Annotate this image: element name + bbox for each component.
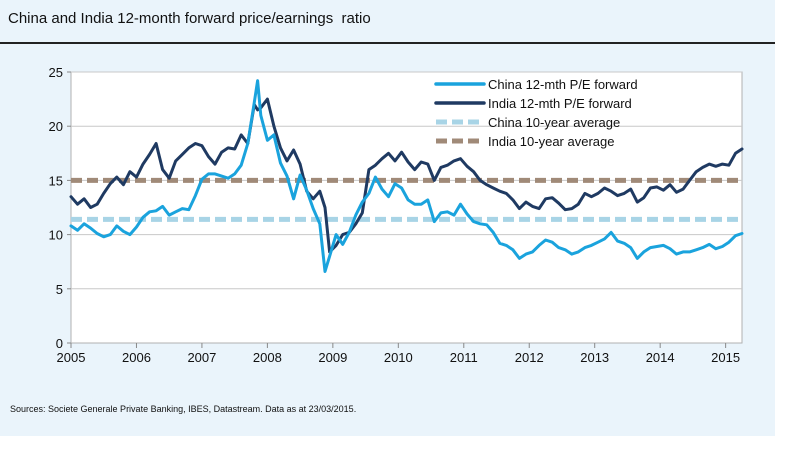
x-tick-label: 2010 xyxy=(384,350,413,365)
y-tick-label: 0 xyxy=(56,336,63,351)
legend-label: India 12-mth P/E forward xyxy=(488,96,632,111)
legend: China 12-mth P/E forward India 12-mth P/E… xyxy=(434,77,638,149)
gridlines xyxy=(71,71,742,290)
y-tick-label: 10 xyxy=(49,228,63,243)
legend-label: China 10-year average xyxy=(488,115,620,130)
x-tick-label: 2014 xyxy=(646,350,675,365)
series-line-india-12-mth-p-e-forward xyxy=(69,97,744,254)
chart-title: China and India 12-month forward price/e… xyxy=(8,10,371,27)
x-tick-label: 2013 xyxy=(580,350,609,365)
x-tick-label: 2007 xyxy=(187,350,216,365)
legend-label: India 10-year average xyxy=(488,134,614,149)
x-tick-label: 2005 xyxy=(57,350,86,365)
y-tick-label: 15 xyxy=(49,173,63,188)
y-axis-ticks: 0 5 10 15 20 25 xyxy=(49,65,71,351)
x-tick-label: 2006 xyxy=(122,350,151,365)
plot-area xyxy=(70,71,743,344)
y-tick-label: 25 xyxy=(49,65,63,80)
title-divider xyxy=(0,42,775,44)
y-tick-label: 5 xyxy=(56,282,63,297)
x-tick-label: 2011 xyxy=(450,350,478,365)
x-tick-label: 2009 xyxy=(318,350,347,365)
x-tick-label: 2015 xyxy=(711,350,740,365)
y-tick-label: 20 xyxy=(49,119,63,134)
series-line-china-12-mth-p-e-forward xyxy=(69,79,744,273)
x-axis-ticks: 2005 2006 2007 2008 2009 2010 2011 2012 2013 2014… xyxy=(57,343,740,365)
legend-label: China 12-mth P/E forward xyxy=(488,77,638,92)
chart-panel: China and India 12-month forward price/e… xyxy=(0,0,775,436)
x-tick-label: 2008 xyxy=(253,350,282,365)
source-note: Sources: Societe Generale Private Bankin… xyxy=(10,404,357,414)
x-tick-label: 2012 xyxy=(515,350,544,365)
series-group xyxy=(69,79,744,273)
